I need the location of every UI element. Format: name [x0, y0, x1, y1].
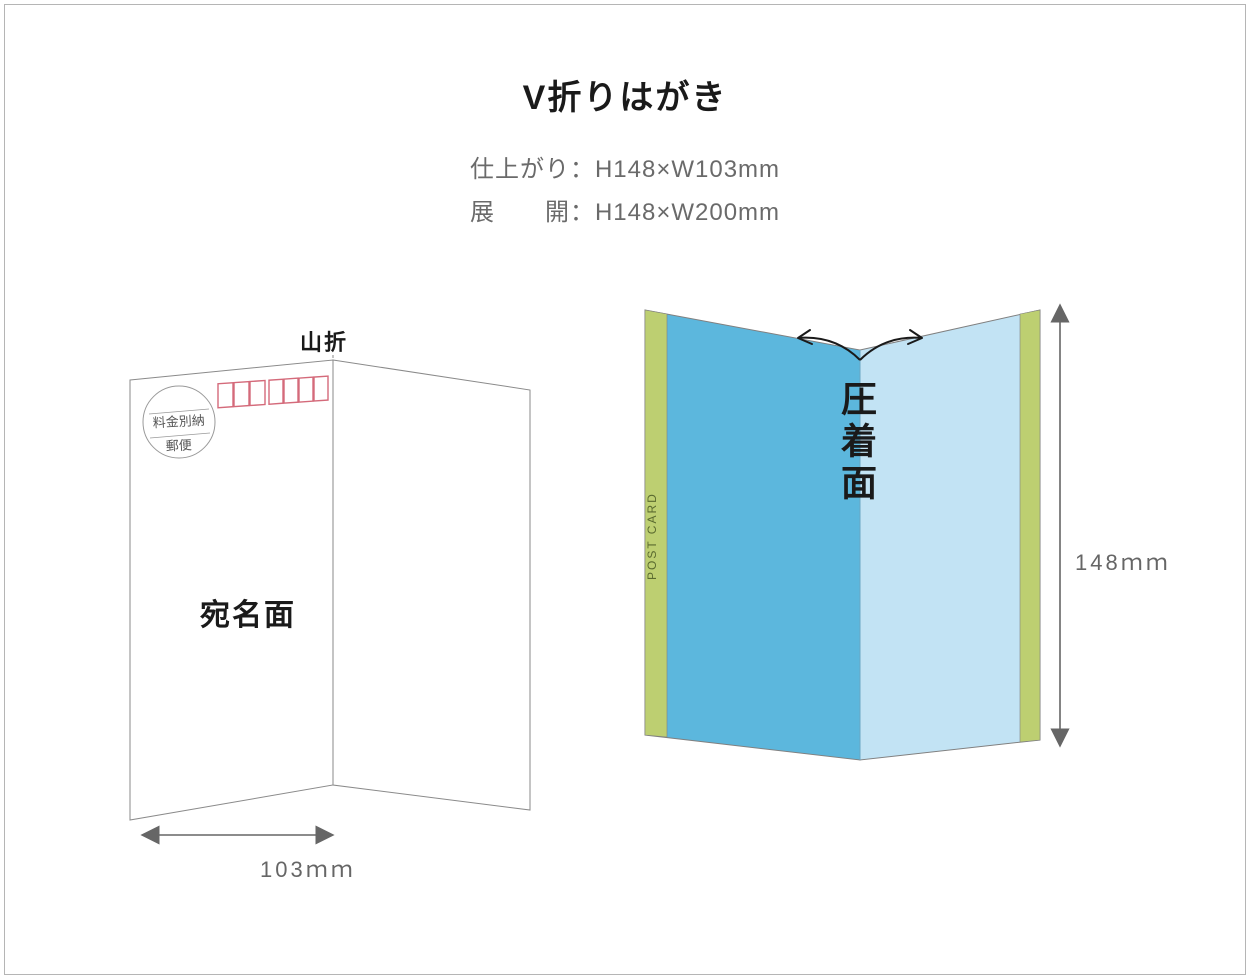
- postcard-side-text-svg: POST CARD: [645, 492, 659, 580]
- left-card: 料金別納 郵便: [130, 355, 530, 820]
- diagram-svg: 料金別納 郵便 POST CARD: [0, 0, 1250, 979]
- width-dimension-label: 103ｍｍ: [260, 852, 356, 884]
- height-dimension-label: 148ｍｍ: [1075, 545, 1171, 577]
- stamp-line1-svg: 料金別納: [152, 413, 205, 431]
- stamp-line2-svg: 郵便: [165, 437, 192, 453]
- adhesive-side-label: 圧着面: [830, 380, 882, 506]
- address-side-label: 宛名面: [200, 590, 296, 634]
- right-card: POST CARD: [645, 310, 1040, 760]
